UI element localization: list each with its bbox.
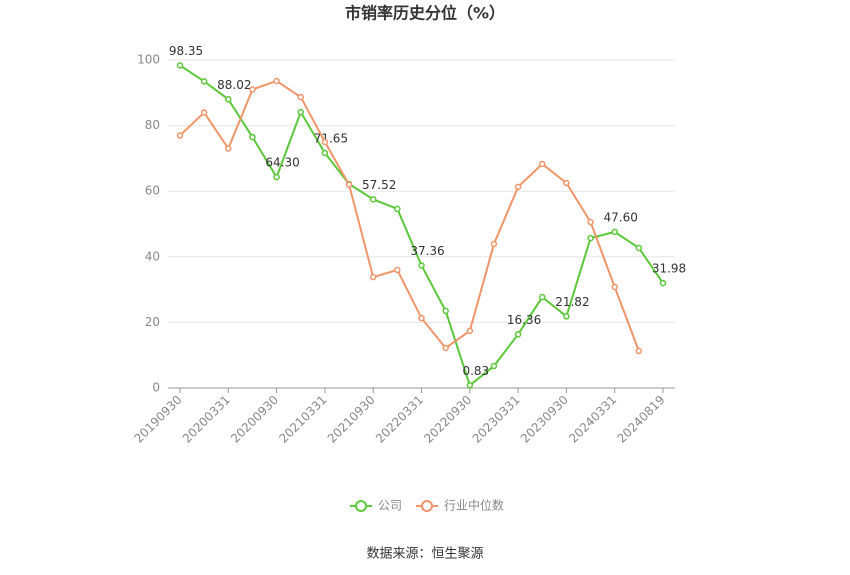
data-point: [249, 86, 256, 93]
data-point: [635, 347, 643, 355]
data-point: [659, 279, 667, 287]
data-point: [611, 283, 618, 291]
y-tick-label: 60: [145, 184, 160, 198]
x-tick-label: 20230331: [470, 393, 523, 446]
data-label: 21.82: [555, 295, 589, 309]
data-point: [418, 262, 425, 269]
data-point: [539, 160, 546, 168]
y-tick-label: 80: [145, 118, 160, 132]
data-point: [563, 179, 570, 187]
y-tick-label: 0: [152, 381, 160, 395]
data-point: [200, 109, 208, 116]
chart-title: 市销率历史分位（%）: [345, 4, 505, 23]
data-point: [176, 132, 184, 139]
legend-marker: [421, 500, 433, 512]
x-tick-label: 20220930: [421, 393, 474, 446]
x-tick-label: 20190930: [132, 393, 185, 446]
series-line: [179, 79, 640, 352]
data-point: [394, 266, 401, 274]
x-tick-label: 20210930: [325, 393, 378, 446]
data-label: 47.60: [604, 210, 638, 224]
data-point: [635, 244, 643, 252]
data-label: 16.36: [507, 313, 541, 327]
series-line: [179, 64, 664, 387]
y-tick-label: 20: [145, 315, 160, 329]
data-point: [490, 240, 498, 248]
x-tick-label: 20230930: [518, 393, 571, 446]
legend-label: 公司: [378, 499, 402, 513]
data-point: [442, 344, 449, 352]
data-point: [273, 77, 280, 85]
data-label: 31.98: [652, 262, 686, 276]
data-point: [369, 273, 377, 281]
x-tick-label: 20200930: [228, 393, 281, 446]
data-point: [297, 108, 304, 116]
legend-marker: [355, 500, 367, 512]
data-point: [418, 314, 425, 322]
data-point: [563, 313, 570, 320]
data-point: [539, 293, 546, 301]
data-point: [225, 145, 232, 152]
data-point: [249, 133, 256, 141]
data-point: [369, 196, 377, 203]
data-point: [225, 96, 232, 103]
data-point: [514, 331, 522, 338]
legend-label: 行业中位数: [444, 498, 504, 513]
data-label: 98.35: [169, 44, 203, 58]
data-label: 71.65: [314, 131, 348, 145]
y-tick-label: 100: [137, 53, 160, 67]
x-tick-label: 20210331: [276, 393, 329, 446]
data-label: 64.30: [265, 156, 299, 170]
x-tick-label: 20220331: [373, 393, 426, 446]
x-tick-label: 20240331: [566, 393, 619, 446]
data-point: [297, 93, 304, 101]
data-point: [273, 173, 280, 181]
data-point: [345, 181, 353, 188]
data-point: [466, 327, 474, 335]
data-point: [490, 362, 498, 370]
y-tick-label: 40: [145, 249, 160, 263]
data-point: [587, 234, 594, 242]
data-label: 0.83: [462, 364, 489, 378]
data-label: 57.52: [362, 178, 396, 192]
x-tick-label: 20240819: [615, 393, 668, 446]
data-point: [321, 149, 329, 157]
data-point: [466, 382, 474, 389]
source-note: 数据来源：恒生聚源: [366, 547, 483, 562]
data-point: [587, 218, 594, 226]
data-point: [394, 205, 401, 213]
data-point: [611, 228, 618, 236]
data-point: [514, 183, 522, 191]
x-tick-label: 20200331: [180, 393, 233, 446]
data-label: 88.02: [217, 78, 251, 92]
data-label: 37.36: [410, 244, 444, 258]
data-point: [176, 62, 184, 69]
data-point: [200, 78, 208, 85]
data-point: [442, 307, 449, 315]
data-point: [321, 138, 329, 146]
